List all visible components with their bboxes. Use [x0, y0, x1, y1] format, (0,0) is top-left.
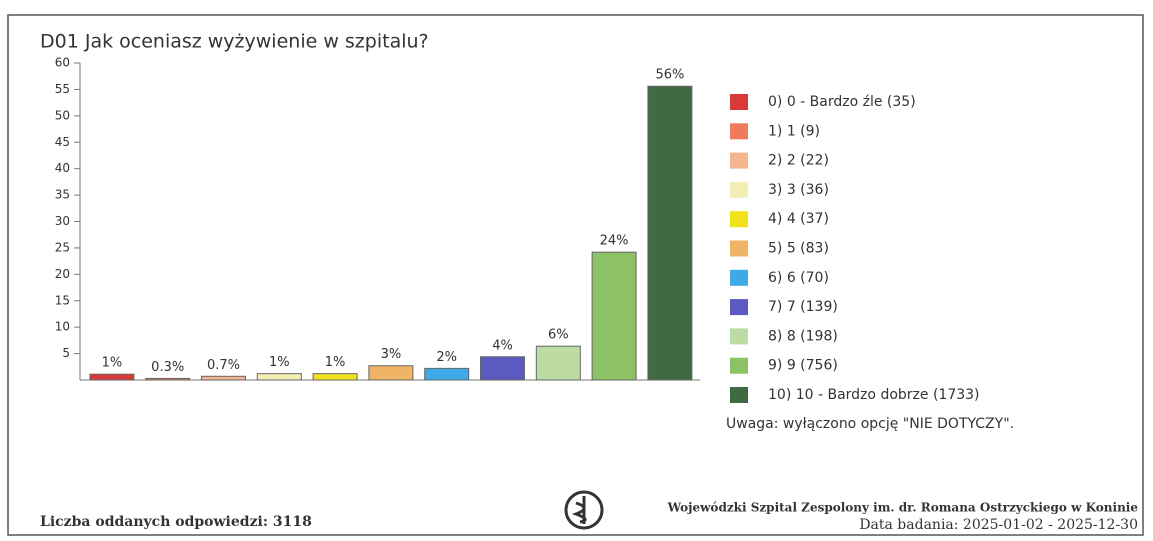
bar [480, 356, 525, 381]
value-label: 1% [325, 355, 346, 370]
value-label: 56% [655, 68, 684, 83]
bar [89, 373, 135, 381]
y-tick-label: 5 [62, 346, 70, 360]
bar [201, 375, 246, 381]
legend-swatch [730, 328, 748, 345]
value-label: 6% [548, 328, 569, 343]
legend-swatch [730, 211, 748, 228]
y-tick-label: 40 [55, 161, 70, 175]
legend-label: 3) 3 (36) [768, 182, 829, 198]
bar [256, 373, 302, 381]
legend-label: 0) 0 - Bardzo źle (35) [768, 94, 916, 110]
responses: Liczba oddanych odpowiedzi: 3118 [40, 514, 312, 530]
y-tick-label: 15 [55, 293, 70, 307]
legend-swatch [730, 387, 748, 403]
legend-label: 6) 6 (70) [768, 270, 829, 286]
logo [564, 490, 604, 530]
bar [145, 377, 191, 381]
y-tick-label: 35 [55, 188, 70, 202]
legend-label: 8) 8 (198) [768, 328, 838, 344]
legend-swatch [730, 123, 748, 140]
y-tick-label: 10 [55, 320, 70, 334]
legend-label: 5) 5 (83) [768, 241, 829, 257]
value-label: 0.3% [151, 360, 184, 375]
note: Uwaga: wyłączono opcję "NIE DOTYCZY". [726, 416, 1014, 432]
legend-swatch [730, 240, 748, 257]
y-tick-label: 60 [55, 56, 70, 70]
legend-label: 9) 9 (756) [768, 358, 838, 374]
dates: Data badania: 2025-01-02 - 2025-12-30 [859, 517, 1138, 533]
bar [647, 85, 693, 381]
value-label: 2% [436, 350, 457, 365]
legend-swatch [730, 357, 748, 374]
y-tick-label: 20 [55, 267, 70, 281]
legend-swatch [730, 299, 748, 316]
bar [368, 365, 414, 381]
legend-label: 1) 1 (9) [768, 123, 820, 139]
y-tick-label: 45 [55, 135, 70, 149]
bar [535, 345, 581, 381]
institution: Wojewódzki Szpital Zespolony im. dr. Rom… [667, 501, 1139, 515]
bar [591, 251, 637, 381]
legend-label: 10) 10 - Bardzo dobrze (1733) [768, 387, 980, 403]
value-label: 24% [600, 234, 629, 249]
value-label: 3% [381, 347, 402, 362]
value-label: 1% [102, 356, 123, 371]
legend-swatch [730, 94, 748, 110]
legend-label: 7) 7 (139) [768, 299, 838, 315]
y-tick-label: 25 [55, 240, 70, 254]
y-tick-label: 55 [55, 82, 70, 96]
legend-swatch [730, 181, 748, 198]
legend-label: 2) 2 (22) [768, 153, 829, 169]
chart-title: D01 Jak oceniasz wyżywienie w szpitalu? [40, 31, 429, 53]
y-tick-label: 30 [55, 214, 70, 228]
bar [424, 367, 470, 381]
legend-label: 4) 4 (37) [768, 211, 829, 227]
frame [7, 14, 1144, 536]
value-label: 1% [269, 355, 290, 370]
legend-swatch [730, 269, 748, 286]
value-label: 0.7% [207, 358, 240, 373]
y-tick-label: 50 [55, 108, 70, 122]
legend-swatch [730, 152, 748, 169]
bar [312, 373, 358, 381]
value-label: 4% [492, 338, 513, 353]
